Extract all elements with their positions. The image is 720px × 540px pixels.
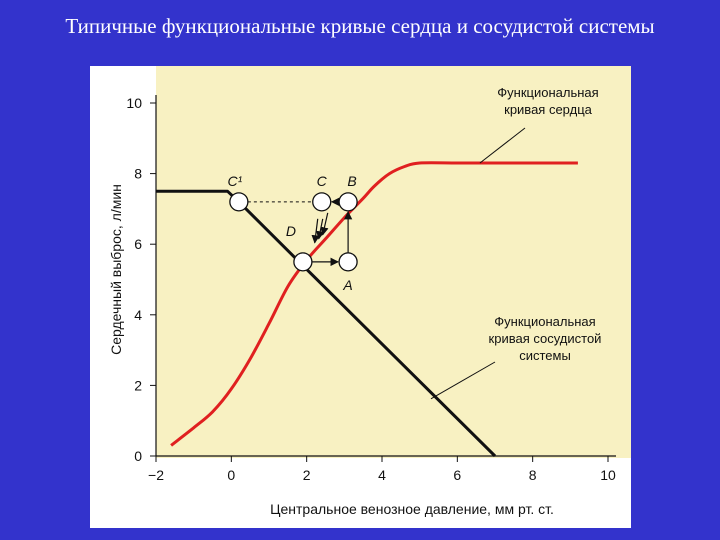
x-tick-label: 8 <box>529 467 537 483</box>
x-tick-label: 0 <box>227 467 235 483</box>
point-marker <box>338 192 358 212</box>
y-axis-label: Сердечный выброс, л/мин <box>108 184 124 355</box>
vascular-curve-annotation: кривая сосудистой <box>489 331 602 346</box>
x-tick-label: 6 <box>453 467 461 483</box>
arrow-c-to-d <box>320 212 329 236</box>
point-label: C <box>317 173 328 189</box>
y-tick-label: 4 <box>134 307 142 323</box>
heart-annotation-leader <box>479 127 526 164</box>
vascular-curve-annotation: системы <box>519 348 571 363</box>
point-marker <box>293 252 313 272</box>
slide-title: Типичные функциональные кривые сердца и … <box>65 14 655 38</box>
y-tick-label: 2 <box>134 377 142 393</box>
x-tick-label: 10 <box>600 467 616 483</box>
vascular-curve-annotation: Функциональная <box>494 314 595 329</box>
plot-area <box>156 66 631 458</box>
heart-curve-annotation: кривая сердца <box>504 102 593 117</box>
chart-figure: −2 0 2 4 6 8 10 0 2 4 6 8 10 Центральное венозное дав… <box>90 66 631 528</box>
y-tick-label: 8 <box>134 166 142 182</box>
heart-curve-annotation: Функциональная <box>497 85 598 100</box>
point-marker <box>229 192 249 212</box>
point-marker <box>312 192 332 212</box>
point-label: C¹ <box>227 173 242 189</box>
x-axis-label: Центральное венозное давление, мм рт. ст… <box>270 501 554 517</box>
y-tick-label: 6 <box>134 236 142 252</box>
y-tick-label: 0 <box>134 448 142 464</box>
point-label: B <box>347 173 356 189</box>
chart-svg: −2 0 2 4 6 8 10 0 2 4 6 8 10 Центральное венозное дав… <box>108 66 631 517</box>
x-tick-label: 2 <box>303 467 311 483</box>
point-label: A <box>342 277 352 293</box>
x-tick-label: 4 <box>378 467 386 483</box>
point-label: D <box>286 223 296 239</box>
vascular-annotation-leader <box>430 361 496 400</box>
point-marker <box>338 252 358 272</box>
x-tick-label: −2 <box>148 467 164 483</box>
y-tick-label: 10 <box>126 95 142 111</box>
